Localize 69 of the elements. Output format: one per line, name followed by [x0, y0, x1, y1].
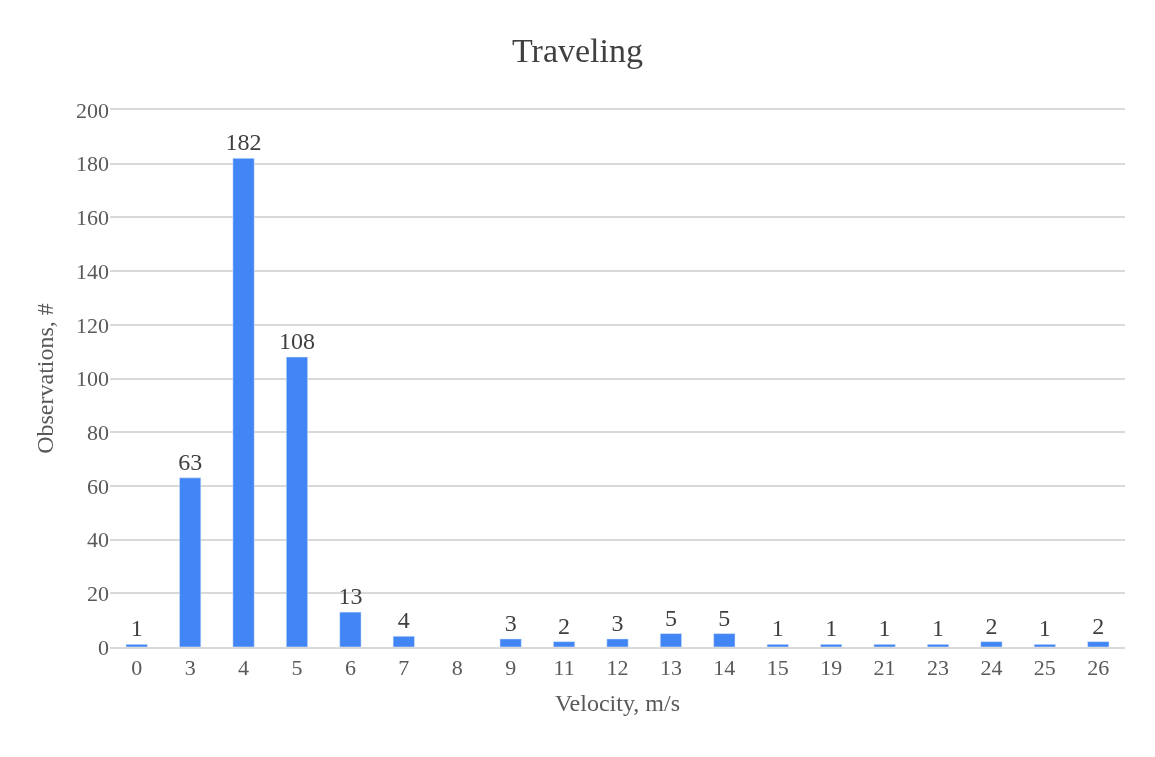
data-label: 1 [130, 615, 143, 642]
x-tick-label: 26 [1087, 655, 1110, 681]
bar [179, 477, 202, 647]
x-tick-label: 7 [398, 655, 410, 681]
x-tick-label: 6 [344, 655, 356, 681]
y-tick-label: 20 [87, 581, 109, 606]
bar [339, 611, 362, 647]
data-label: 1 [932, 615, 945, 642]
data-label: 1 [1038, 615, 1051, 642]
data-label: 2 [1092, 612, 1105, 639]
bar [766, 644, 789, 647]
x-tick-label: 4 [238, 655, 250, 681]
bar [873, 644, 896, 647]
data-label: 1 [771, 615, 784, 642]
x-tick-label: 13 [659, 655, 682, 681]
y-tick-label: 200 [76, 97, 109, 123]
y-tick-label: 180 [76, 151, 109, 177]
x-tick-label: 12 [606, 655, 629, 681]
x-tick-label: 5 [291, 655, 303, 681]
bar [125, 644, 148, 647]
x-tick-label: 3 [184, 655, 196, 681]
bar [713, 633, 736, 647]
data-label: 4 [397, 607, 410, 634]
data-label: 2 [558, 612, 571, 639]
data-label: 63 [178, 448, 203, 475]
x-tick-label: 8 [451, 655, 463, 681]
data-label: 1 [825, 615, 838, 642]
y-tick-label: 0 [98, 634, 109, 660]
data-label: 182 [225, 129, 262, 156]
x-tick-label: 15 [766, 655, 789, 681]
y-tick-label: 100 [76, 366, 109, 392]
bar [392, 636, 415, 647]
data-label: 1 [878, 615, 891, 642]
x-tick-label: 19 [820, 655, 843, 681]
data-label: 2 [985, 612, 998, 639]
data-label: 13 [338, 583, 363, 610]
y-tick-label: 160 [76, 205, 109, 231]
bar [927, 644, 949, 647]
bar [232, 158, 255, 647]
data-label: 108 [278, 328, 315, 355]
data-label: 5 [718, 604, 731, 631]
bar [659, 633, 682, 647]
x-tick-label: 24 [980, 655, 1003, 681]
chart-title: Traveling [512, 31, 643, 69]
bar [1087, 641, 1110, 647]
y-axis-title: Observations, # [32, 303, 59, 454]
x-tick-label: 0 [131, 655, 143, 681]
bar [553, 641, 576, 647]
bar [820, 644, 843, 647]
y-tick-label: 60 [87, 473, 109, 499]
y-tick-label: 140 [76, 258, 109, 284]
bar [980, 641, 1003, 647]
data-label: 5 [664, 604, 677, 631]
x-tick-label: 25 [1033, 655, 1056, 681]
x-tick-label: 9 [505, 655, 517, 681]
y-tick-label: 120 [76, 312, 109, 338]
x-tick-label: 11 [553, 655, 575, 681]
bar [606, 638, 629, 647]
y-tick-label: 80 [87, 419, 109, 445]
y-tick-label: 40 [87, 527, 109, 553]
bar [1033, 644, 1056, 647]
bar [286, 356, 308, 647]
data-label: 3 [611, 609, 624, 636]
x-axis-title: Velocity, m/s [554, 690, 681, 717]
data-label: 3 [504, 609, 517, 636]
x-tick-label: 21 [873, 655, 896, 681]
x-tick-label: 23 [927, 655, 950, 681]
bar [499, 638, 522, 647]
x-tick-label: 14 [713, 655, 736, 681]
